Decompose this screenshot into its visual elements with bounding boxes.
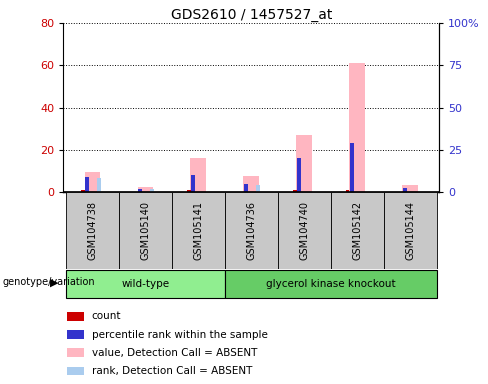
Text: GSM104738: GSM104738 [87,201,98,260]
Text: count: count [92,311,121,321]
Bar [278,192,331,269]
Bar [297,158,301,192]
Bar [244,184,248,192]
Bar [346,190,349,192]
Text: wild-type: wild-type [122,278,169,288]
Text: GSM105141: GSM105141 [193,201,203,260]
Text: glycerol kinase knockout: glycerol kinase knockout [266,278,395,288]
Text: rank, Detection Call = ABSENT: rank, Detection Call = ABSENT [92,366,252,376]
Bar [296,135,312,192]
Bar [138,187,153,192]
Text: genotype/variation: genotype/variation [2,277,95,287]
Bar [187,190,191,192]
Bar [225,270,437,298]
Bar [384,192,437,269]
Bar [256,185,260,192]
Bar [191,175,195,192]
Text: GSM105140: GSM105140 [141,201,150,260]
Bar [138,189,142,192]
Text: GSM104740: GSM104740 [299,201,309,260]
Bar [66,270,225,298]
Bar [67,348,84,357]
Bar [119,192,172,269]
Text: ▶: ▶ [50,277,59,287]
Bar [190,158,206,192]
Bar [97,178,101,192]
Text: GSM105144: GSM105144 [405,201,415,260]
Bar [225,192,278,269]
Text: GSM105142: GSM105142 [352,201,362,260]
Bar [350,144,354,192]
Bar [85,177,89,192]
Text: value, Detection Call = ABSENT: value, Detection Call = ABSENT [92,348,257,358]
Bar [172,192,225,269]
Bar [84,172,101,192]
Bar [403,188,407,192]
Bar [402,185,418,192]
Bar [67,312,84,321]
Title: GDS2610 / 1457527_at: GDS2610 / 1457527_at [171,8,332,22]
Bar [293,190,297,192]
Bar [66,192,119,269]
Bar [349,63,365,192]
Text: percentile rank within the sample: percentile rank within the sample [92,329,267,339]
Bar [67,330,84,339]
Text: GSM104736: GSM104736 [246,201,256,260]
Bar [331,192,384,269]
Bar [81,190,85,192]
Bar [150,189,154,192]
Bar [67,367,84,376]
Bar [244,176,259,192]
